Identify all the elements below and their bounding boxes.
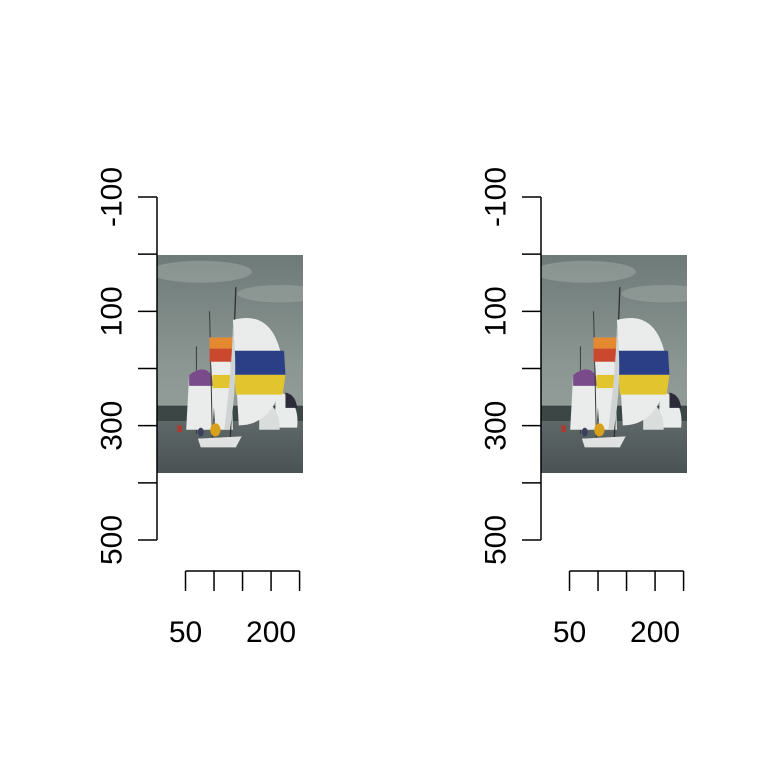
- y-tick-label: 500: [96, 515, 129, 565]
- image-sail: [657, 390, 682, 428]
- plot-panel-1: -100 100 300 500 50 200: [96, 167, 303, 649]
- x-tick-label: 50: [553, 616, 586, 649]
- image-cloud: [541, 260, 636, 283]
- image-crew: [210, 423, 221, 437]
- x-tick-label: 200: [630, 616, 680, 649]
- image-sail: [273, 390, 298, 428]
- image-crew: [581, 427, 588, 437]
- y-axis: -100 100 300 500: [96, 167, 158, 565]
- image-sail-band: [209, 348, 233, 362]
- image-jib: [608, 326, 620, 430]
- image-cloud: [621, 284, 687, 303]
- image-cloud: [237, 284, 303, 303]
- image-sail-band: [593, 348, 617, 362]
- x-axis: 50 200: [169, 570, 301, 649]
- image-sail-band: [573, 369, 600, 386]
- image-jib: [224, 326, 236, 430]
- image-mast: [209, 311, 213, 441]
- image-crew: [197, 427, 204, 437]
- image-hull: [197, 436, 242, 448]
- y-tick-label: 100: [96, 286, 129, 336]
- image-sail-band: [209, 337, 233, 349]
- image-sail-band: [593, 337, 617, 349]
- image-cloud: [157, 260, 252, 283]
- plot-panel-2: -100 100 300 500 50 200: [480, 167, 687, 649]
- y-tick-label: -100: [480, 167, 513, 227]
- image-sail-band: [189, 369, 216, 386]
- image-sail-band: [212, 374, 233, 389]
- x-tick-label: 50: [169, 616, 202, 649]
- x-axis: 50 200: [553, 570, 685, 649]
- image-sail-band: [596, 374, 617, 389]
- image-marker: [177, 425, 182, 432]
- sailboat-image: [541, 255, 687, 473]
- x-tick-label: 200: [246, 616, 296, 649]
- y-tick-label: 300: [96, 401, 129, 451]
- y-tick-label: 500: [480, 515, 513, 565]
- image-sail-band: [616, 350, 670, 375]
- y-tick-label: 300: [480, 401, 513, 451]
- image-sail-band: [234, 374, 286, 395]
- image-sail-band: [618, 374, 670, 395]
- image-sail: [669, 392, 682, 408]
- image-marker: [561, 425, 566, 432]
- image-sail: [285, 392, 298, 408]
- image-sail-band: [232, 350, 286, 375]
- y-tick-label: -100: [96, 167, 129, 227]
- image-crew: [594, 423, 605, 437]
- sailboat-image: [157, 255, 303, 473]
- y-axis: -100 100 300 500: [480, 167, 542, 565]
- image-hull: [581, 436, 626, 448]
- y-tick-label: 100: [480, 286, 513, 336]
- image-mast: [593, 311, 597, 441]
